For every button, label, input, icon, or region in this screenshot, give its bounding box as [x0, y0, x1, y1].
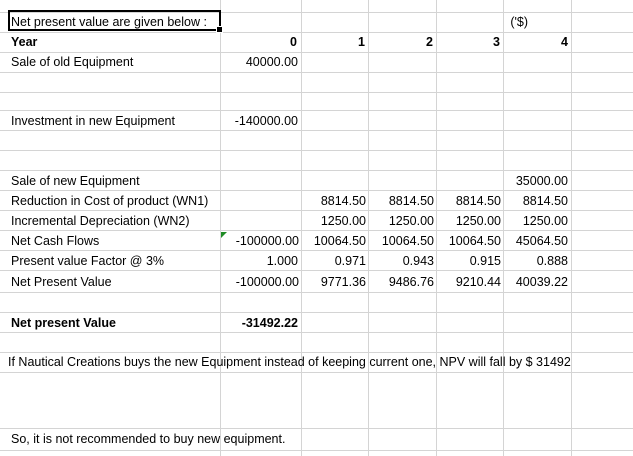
row-label-cell[interactable]: Sale of old Equipment: [11, 55, 134, 69]
value-cell[interactable]: -100000.00: [235, 234, 299, 248]
row-divider: [0, 110, 633, 111]
year-header-cell[interactable]: 2: [426, 35, 433, 49]
value-cell[interactable]: 9210.44: [455, 275, 501, 289]
title-cell[interactable]: Net present value are given below :: [11, 15, 207, 29]
row-divider: [0, 12, 633, 13]
row-label-cell[interactable]: Incremental Depreciation (WN2): [11, 214, 190, 228]
row-divider: [0, 52, 633, 53]
npv-label-cell[interactable]: Net present Value: [11, 316, 116, 330]
currency-unit-cell[interactable]: ('$): [510, 15, 528, 29]
value-cell[interactable]: 45064.50: [515, 234, 568, 248]
value-cell[interactable]: 0.888: [536, 254, 568, 268]
row-label-cell[interactable]: Present value Factor @ 3%: [11, 254, 165, 268]
row-divider: [0, 230, 633, 231]
recommendation-cell[interactable]: So, it is not recommended to buy new equ…: [11, 432, 286, 446]
value-cell[interactable]: 40000.00: [245, 55, 298, 69]
year-header-cell[interactable]: 3: [493, 35, 500, 49]
row-divider: [0, 210, 633, 211]
row-divider: [0, 130, 633, 131]
value-cell[interactable]: -140000.00: [234, 114, 298, 128]
column-divider: [571, 0, 572, 456]
value-cell[interactable]: 8814.50: [388, 194, 434, 208]
column-divider: [301, 0, 302, 456]
value-cell[interactable]: 8814.50: [455, 194, 501, 208]
column-divider: [368, 0, 369, 456]
value-cell[interactable]: 1250.00: [455, 214, 501, 228]
value-cell[interactable]: -100000.00: [235, 275, 299, 289]
row-label-cell[interactable]: Investment in new Equipment: [11, 114, 175, 128]
value-cell[interactable]: 8814.50: [320, 194, 366, 208]
value-cell[interactable]: 9486.76: [388, 275, 434, 289]
row-divider: [0, 150, 633, 151]
value-cell[interactable]: 8814.50: [522, 194, 568, 208]
row-divider: [0, 32, 633, 33]
value-cell[interactable]: 0.971: [334, 254, 366, 268]
error-indicator-icon[interactable]: [221, 232, 227, 238]
column-divider: [436, 0, 437, 456]
row-divider: [0, 372, 633, 373]
value-cell[interactable]: 10064.50: [448, 234, 501, 248]
row-divider: [0, 250, 633, 251]
row-divider: [0, 428, 633, 429]
row-divider: [0, 190, 633, 191]
value-cell[interactable]: 40039.22: [515, 275, 568, 289]
row-label-cell[interactable]: Sale of new Equipment: [11, 174, 140, 188]
conclusion-cell[interactable]: If Nautical Creations buys the new Equip…: [8, 355, 571, 369]
value-cell[interactable]: 1250.00: [320, 214, 366, 228]
value-cell[interactable]: 1250.00: [522, 214, 568, 228]
row-divider: [0, 352, 633, 353]
npv-total-cell[interactable]: -31492.22: [241, 316, 298, 330]
row-divider: [0, 450, 633, 451]
value-cell[interactable]: 35000.00: [515, 174, 568, 188]
year-label-cell[interactable]: Year: [11, 35, 38, 49]
row-divider: [0, 332, 633, 333]
year-header-cell[interactable]: 1: [358, 35, 365, 49]
year-header-cell[interactable]: 0: [290, 35, 297, 49]
year-header-cell[interactable]: 4: [561, 35, 568, 49]
row-label-cell[interactable]: Reduction in Cost of product (WN1): [11, 194, 209, 208]
value-cell[interactable]: 9771.36: [320, 275, 366, 289]
row-divider: [0, 72, 633, 73]
row-divider: [0, 92, 633, 93]
column-divider: [220, 0, 221, 456]
column-divider: [503, 0, 504, 456]
row-divider: [0, 270, 633, 271]
value-cell[interactable]: 0.943: [402, 254, 434, 268]
row-divider: [0, 312, 633, 313]
value-cell[interactable]: 10064.50: [381, 234, 434, 248]
row-divider: [0, 292, 633, 293]
value-cell[interactable]: 10064.50: [313, 234, 366, 248]
value-cell[interactable]: 1.000: [266, 254, 298, 268]
value-cell[interactable]: 1250.00: [388, 214, 434, 228]
row-label-cell[interactable]: Net Cash Flows: [11, 234, 100, 248]
row-label-cell[interactable]: Net Present Value: [11, 275, 112, 289]
value-cell[interactable]: 0.915: [469, 254, 501, 268]
row-divider: [0, 170, 633, 171]
